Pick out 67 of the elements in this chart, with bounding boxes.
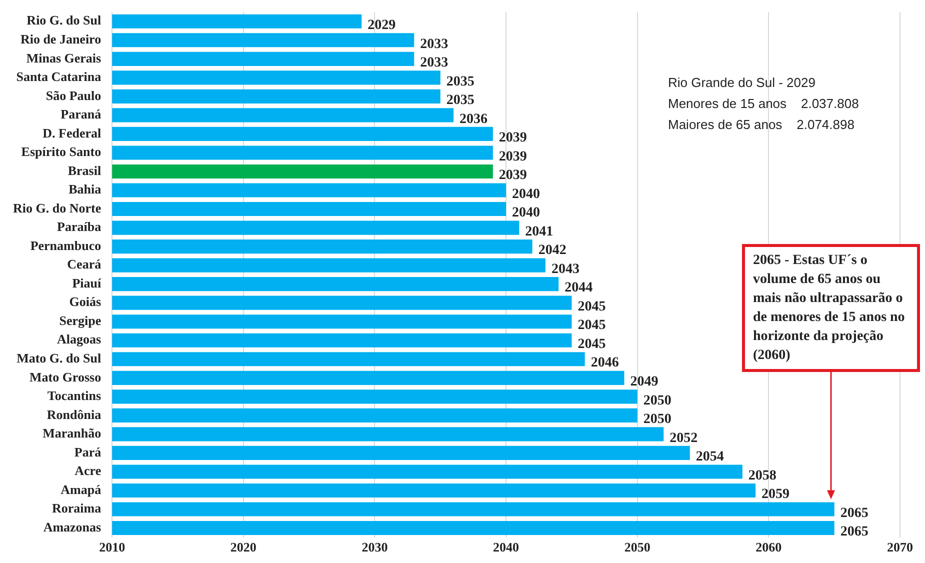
data-label: 2039	[498, 168, 527, 184]
data-label: 2039	[498, 130, 527, 146]
data-label: 2035	[446, 93, 474, 108]
y-tick-label: Amapá	[60, 482, 102, 497]
x-tick-label: 2030	[362, 540, 388, 555]
y-tick-label: Minas Gerais	[26, 50, 102, 66]
data-label: 2029	[368, 18, 396, 33]
y-tick-label: Rondônia	[46, 406, 102, 422]
x-tick-label: 2070	[887, 540, 913, 555]
data-label: 2041	[525, 224, 554, 240]
y-tick-label: Pará	[74, 444, 102, 460]
y-tick-label: Rio de Janeiro	[20, 32, 102, 47]
y-tick-label: Maranhão	[42, 426, 102, 441]
data-label: 2045	[578, 336, 606, 352]
y-tick-label: Mato Grosso	[29, 369, 102, 384]
y-tick-label: Goiás	[69, 294, 102, 310]
data-label: 2033	[420, 56, 448, 71]
x-tick-label: 2050	[624, 540, 650, 555]
data-label: 2049	[630, 374, 658, 390]
y-tick-label: D. Federal	[42, 125, 102, 140]
data-label: 2045	[578, 299, 606, 314]
data-label: 2044	[564, 280, 593, 296]
data-label: 2050	[643, 412, 672, 428]
data-label: 2035	[446, 74, 474, 90]
x-tick-label: 2040	[493, 540, 520, 555]
data-label: 2046	[590, 356, 619, 371]
data-label: 2039	[498, 149, 527, 164]
y-tick-label: Alagoas	[57, 332, 102, 347]
data-label: 2065	[840, 524, 868, 540]
data-label: 2054	[696, 450, 724, 465]
x-tick-label: 2020	[230, 540, 256, 555]
data-label: 2040	[512, 186, 540, 202]
y-tick-label: Tocantins	[47, 388, 102, 404]
data-label: 2040	[512, 206, 540, 221]
x-tick-label: 2010	[99, 540, 126, 555]
y-tick-label: Mato G. do Sul	[16, 350, 102, 366]
y-tick-label: Brasil	[68, 162, 102, 178]
y-tick-label: Roraima	[52, 500, 102, 516]
y-tick-label: Santa Catarina	[16, 69, 102, 84]
y-tick-label: Rio G. do Norte	[12, 200, 102, 216]
data-label: 2043	[551, 262, 580, 277]
y-tick-label: Bahia	[68, 182, 102, 197]
data-label: 2050	[643, 393, 672, 408]
annotation: 2065 - Estas UF´s o volume de 65 anos ou mais não ultrapassarão o de menores de 15 anos no horizonte da projeção (2060)	[742, 244, 920, 372]
y-tick-label: Sergipe	[59, 312, 102, 328]
y-tick-label: São Paulo	[46, 88, 102, 103]
y-tick-label: Rio G. do Sul	[26, 12, 102, 28]
y-tick-label: Ceará	[67, 256, 102, 272]
y-tick-label: Amazonas	[43, 519, 102, 534]
data-label: 2045	[578, 318, 606, 334]
data-label: 2058	[748, 468, 776, 484]
data-label: 2059	[762, 487, 790, 502]
annotation: Menores de 15 anos 2.037.808	[668, 95, 859, 113]
y-tick-label: Piauí	[72, 275, 102, 290]
data-label: 2042	[538, 243, 566, 258]
data-label: 2052	[670, 430, 698, 446]
annotation: Maiores de 65 anos 2.074.898	[668, 116, 856, 134]
y-tick-label: Acre	[74, 463, 102, 478]
data-label: 2033	[420, 36, 448, 52]
y-tick-label: Paraíba	[57, 219, 102, 234]
x-tick-label: 2060	[756, 540, 782, 555]
data-label: 2065	[840, 506, 868, 521]
y-tick-label: Pernambuco	[30, 238, 102, 253]
data-label: 2036	[460, 112, 488, 127]
y-tick-label: Espírito Santo	[21, 144, 102, 160]
y-tick-label: Paraná	[60, 106, 102, 122]
annotation: Rio Grande do Sul - 2029	[668, 74, 816, 92]
